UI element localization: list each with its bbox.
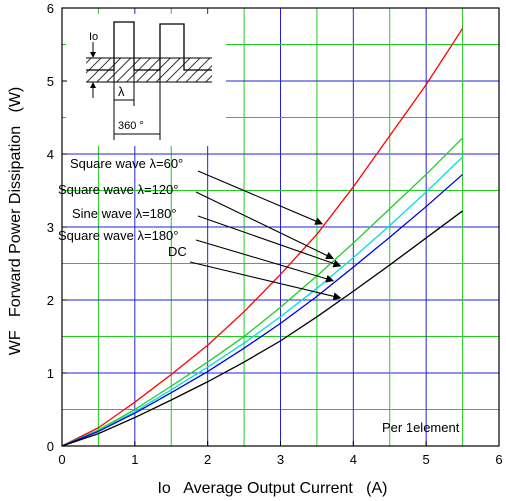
series-label-5: DC [168,244,187,259]
y-tick-label: 4 [47,147,54,162]
x-tick-label: 1 [131,452,138,467]
x-tick-label: 5 [423,452,430,467]
y-tick-label: 1 [47,366,54,381]
per-element-note: Per 1element [382,420,460,435]
y-tick-label: 2 [47,293,54,308]
x-tick-label: 6 [495,452,502,467]
x-tick-label: 2 [204,452,211,467]
inset-lambda-label: λ [118,84,125,99]
y-axis-title: WF Forward Power Dissipation (W) [7,87,24,355]
y-tick-label: 5 [47,74,54,89]
inset-io-label: Io [89,31,98,43]
x-tick-label: 3 [277,452,284,467]
series-label-4: Square wave λ=180° [58,228,178,243]
waveform-inset: Io λ 360 ° [66,14,226,146]
y-tick-label: 3 [47,220,54,235]
series-label-3: Sine wave λ=180° [72,206,177,221]
inset-period-label: 360 ° [118,120,144,132]
x-tick-label: 0 [58,452,65,467]
x-axis-title: Io Average Output Current (A) [157,480,387,497]
x-tick-label: 4 [350,452,357,467]
series-label-1: Square wave λ=60° [70,156,183,171]
y-tick-label: 0 [47,439,54,454]
series-label-2: Square wave λ=120° [58,182,178,197]
y-tick-label: 6 [47,1,54,16]
